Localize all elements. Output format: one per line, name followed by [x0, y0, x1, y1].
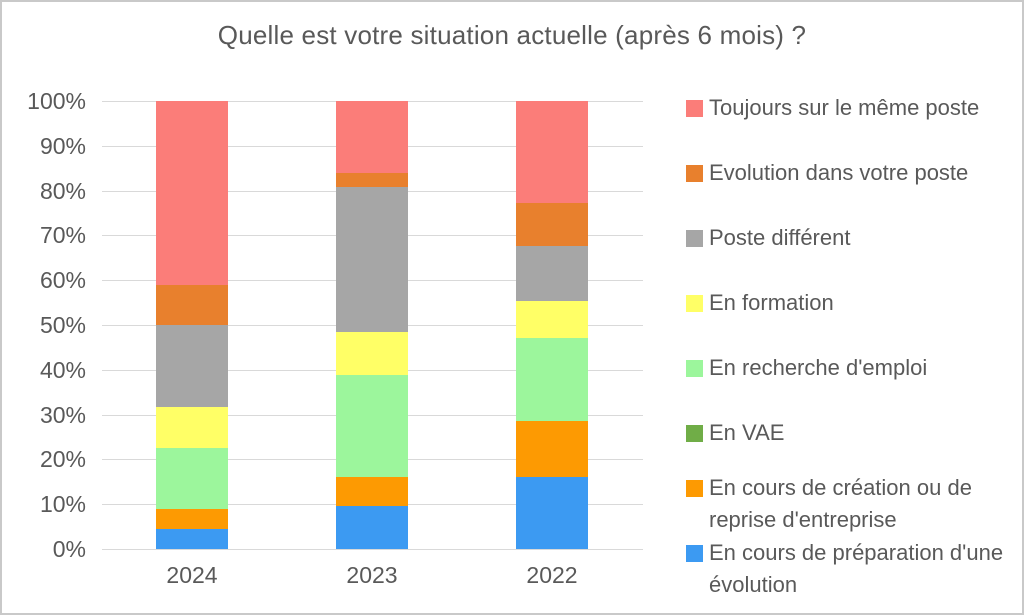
y-axis-tick: 100%: [27, 88, 86, 114]
x-axis-label: 2023: [346, 562, 398, 588]
y-axis-tick: 40%: [39, 356, 86, 383]
y-axis-tick: 0%: [52, 536, 86, 562]
legend-item: Poste différent: [686, 222, 1022, 254]
y-axis-tick: 70%: [39, 222, 86, 249]
stacked-bar-2022: [516, 101, 588, 549]
legend-label: En VAE: [709, 420, 785, 445]
stacked-bar-2024: [156, 101, 228, 549]
bar-segment: [156, 101, 228, 285]
bar-segment: [516, 420, 588, 477]
bar-segment: [516, 337, 588, 421]
y-axis-tick: 20%: [39, 446, 86, 473]
bar-segment: [156, 284, 228, 326]
bar-segment: [156, 447, 228, 509]
y-axis-tick: 10%: [39, 491, 86, 518]
bar-segment: [336, 505, 408, 549]
y-axis-tick: 50%: [39, 312, 86, 338]
legend-swatch-icon: [686, 545, 703, 562]
legend-item: Evolution dans votre poste: [686, 157, 1022, 189]
bar-segment: [336, 375, 408, 477]
legend-label: En cours de préparation d'une évolution: [709, 540, 1004, 597]
y-axis-tick: 30%: [39, 401, 86, 428]
x-axis-label: 2024: [166, 562, 218, 588]
legend-item: En cours de préparation d'une évolution: [686, 537, 1022, 601]
legend-label: En formation: [709, 290, 834, 315]
bar-segment: [516, 300, 588, 338]
bar-segment: [336, 173, 408, 188]
legend-label: En cours de création ou de reprise d'ent…: [709, 475, 972, 532]
bar-segment: [156, 508, 228, 529]
legend-swatch-icon: [686, 295, 703, 312]
bar-segment: [336, 476, 408, 506]
legend-label: Poste différent: [709, 225, 851, 250]
x-axis-label: 2022: [526, 562, 578, 588]
legend-label: Toujours sur le même poste: [709, 95, 980, 120]
legend-swatch-icon: [686, 100, 703, 117]
chart-title: Quelle est votre situation actuelle (apr…: [217, 20, 807, 50]
bar-segment: [516, 101, 588, 204]
legend-swatch-icon: [686, 360, 703, 377]
legend-item: En cours de création ou de reprise d'ent…: [686, 472, 1022, 536]
legend-item: Toujours sur le même poste: [686, 92, 1022, 124]
legend-swatch-icon: [686, 425, 703, 442]
legend-item: En VAE: [686, 417, 1022, 449]
y-axis-tick: 90%: [39, 132, 86, 159]
legend-swatch-icon: [686, 165, 703, 182]
stacked-bar-2023: [336, 101, 408, 549]
bar-segment: [516, 245, 588, 301]
gridline: [102, 549, 643, 550]
legend-swatch-icon: [686, 480, 703, 497]
legend-label: Evolution dans votre poste: [709, 160, 969, 185]
bar-segment: [156, 528, 228, 549]
bar-segment: [516, 476, 588, 549]
bar-segment: [336, 187, 408, 332]
y-axis-tick: 60%: [39, 267, 86, 294]
legend-label: En recherche d'emploi: [709, 355, 928, 380]
legend-item: En recherche d'emploi: [686, 352, 1022, 384]
legend-swatch-icon: [686, 230, 703, 247]
bar-segment: [336, 331, 408, 376]
legend-item: En formation: [686, 287, 1022, 319]
bar-segment: [156, 407, 228, 448]
bar-segment: [516, 203, 588, 246]
bar-segment: [156, 325, 228, 407]
y-axis-tick: 80%: [39, 177, 86, 204]
bar-segment: [336, 101, 408, 174]
